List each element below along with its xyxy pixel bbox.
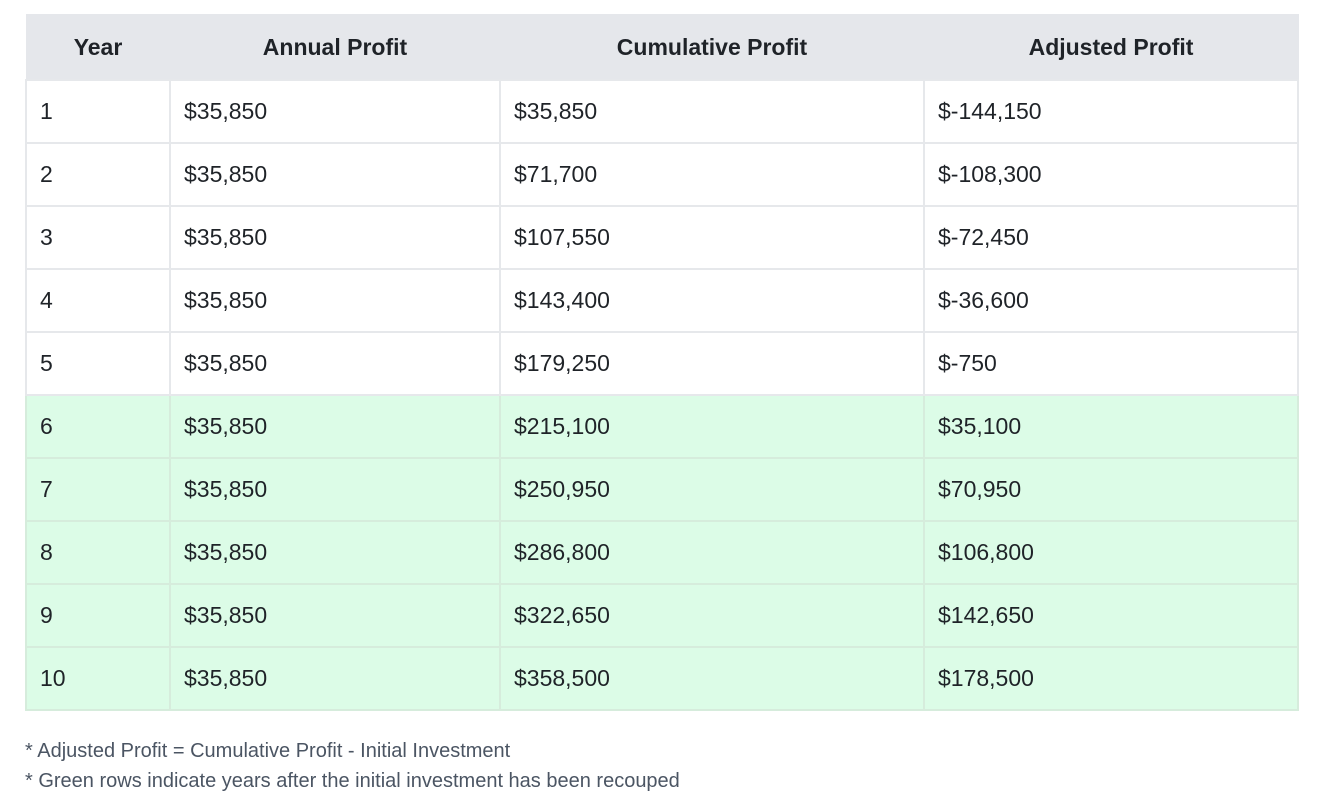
cell-cumulative-profit: $322,650 [499,583,925,648]
cell-year: 9 [25,583,171,648]
cell-annual-profit: $35,850 [169,457,501,522]
table-row: 6 $35,850 $215,100 $35,100 [25,394,1299,459]
table-row: 7 $35,850 $250,950 $70,950 [25,457,1299,522]
cell-annual-profit: $35,850 [169,583,501,648]
cell-adjusted-profit: $-72,450 [923,205,1299,270]
cell-cumulative-profit: $35,850 [499,79,925,144]
table-header-row: Year Annual Profit Cumulative Profit Adj… [25,14,1299,81]
cell-adjusted-profit: $178,500 [923,646,1299,711]
cell-cumulative-profit: $143,400 [499,268,925,333]
table-row: 8 $35,850 $286,800 $106,800 [25,520,1299,585]
header-adjusted-profit: Adjusted Profit [923,14,1299,81]
cell-cumulative-profit: $286,800 [499,520,925,585]
cell-adjusted-profit: $70,950 [923,457,1299,522]
table-row: 5 $35,850 $179,250 $-750 [25,331,1299,396]
cell-year: 5 [25,331,171,396]
cell-cumulative-profit: $179,250 [499,331,925,396]
cell-adjusted-profit: $-144,150 [923,79,1299,144]
cell-adjusted-profit: $142,650 [923,583,1299,648]
cell-adjusted-profit: $-36,600 [923,268,1299,333]
footnote-adjusted-formula: * Adjusted Profit = Cumulative Profit - … [25,740,511,762]
cell-year: 7 [25,457,171,522]
table-row: 2 $35,850 $71,700 $-108,300 [25,142,1299,207]
cell-year: 2 [25,142,171,207]
table-row: 9 $35,850 $322,650 $142,650 [25,583,1299,648]
table-body: 1 $35,850 $35,850 $-144,150 2 $35,850 $71,700 $… [25,79,1299,711]
cell-year: 6 [25,394,171,459]
cell-year: 3 [25,205,171,270]
cell-annual-profit: $35,850 [169,142,501,207]
table-row: 1 $35,850 $35,850 $-144,150 [25,79,1299,144]
profit-table: Year Annual Profit Cumulative Profit Adj… [25,14,1299,711]
cell-annual-profit: $35,850 [169,646,501,711]
cell-year: 8 [25,520,171,585]
header-year: Year [25,14,171,81]
cell-adjusted-profit: $35,100 [923,394,1299,459]
table-row: 4 $35,850 $143,400 $-36,600 [25,268,1299,333]
cell-cumulative-profit: $358,500 [499,646,925,711]
cell-annual-profit: $35,850 [169,520,501,585]
cell-annual-profit: $35,850 [169,268,501,333]
cell-annual-profit: $35,850 [169,79,501,144]
cell-annual-profit: $35,850 [169,394,501,459]
table-row: 10 $35,850 $358,500 $178,500 [25,646,1299,711]
cell-cumulative-profit: $107,550 [499,205,925,270]
cell-year: 1 [25,79,171,144]
cell-cumulative-profit: $71,700 [499,142,925,207]
footnote-green-rows: * Green rows indicate years after the in… [25,770,680,792]
cell-year: 4 [25,268,171,333]
cell-adjusted-profit: $106,800 [923,520,1299,585]
cell-annual-profit: $35,850 [169,205,501,270]
cell-adjusted-profit: $-108,300 [923,142,1299,207]
cell-annual-profit: $35,850 [169,331,501,396]
cell-year: 10 [25,646,171,711]
cell-adjusted-profit: $-750 [923,331,1299,396]
header-annual-profit: Annual Profit [169,14,501,81]
cell-cumulative-profit: $250,950 [499,457,925,522]
table-row: 3 $35,850 $107,550 $-72,450 [25,205,1299,270]
profit-table-container: Year Annual Profit Cumulative Profit Adj… [25,14,1299,711]
header-cumulative-profit: Cumulative Profit [499,14,925,81]
cell-cumulative-profit: $215,100 [499,394,925,459]
footnotes: * Adjusted Profit = Cumulative Profit - … [25,736,680,796]
